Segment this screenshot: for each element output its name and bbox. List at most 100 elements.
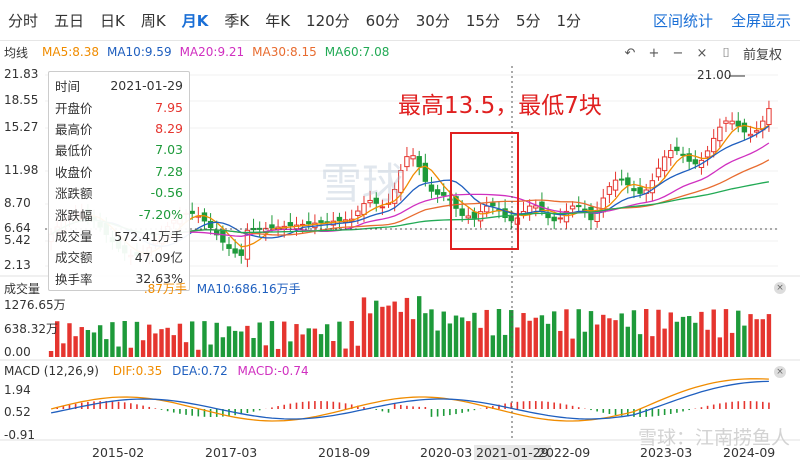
tab-9[interactable]: 30分	[415, 11, 450, 30]
candle-body	[220, 230, 226, 243]
volume-bar	[165, 327, 170, 357]
candle-body	[490, 202, 496, 207]
volume-bar	[594, 324, 600, 357]
macd-bar	[596, 409, 598, 412]
macd-bar	[657, 409, 660, 416]
volume-bar	[196, 349, 201, 357]
macd-bar	[314, 401, 316, 409]
macd-title: MACD (12,26,9)	[4, 364, 99, 378]
undo-icon[interactable]: ↶	[624, 46, 636, 61]
zoom-in-icon[interactable]: +	[648, 46, 660, 61]
tab-4[interactable]: 月K	[181, 11, 209, 30]
macd-bar	[203, 409, 206, 417]
macd-bar	[148, 406, 151, 409]
tab-1[interactable]: 五日	[54, 11, 85, 30]
volume-bar	[226, 326, 232, 357]
settings-icon[interactable]: ⌷	[722, 46, 730, 61]
macd-value: MACD:-0.74	[237, 364, 309, 378]
period-tabs: 分时 五日 日K 周K 月K 季K 年K 120分 60分 30分 15分 5分 1分 区间统计 全屏显示	[0, 0, 800, 41]
candle-body	[637, 187, 643, 194]
tab-11[interactable]: 5分	[515, 11, 541, 30]
macd-bar	[179, 409, 181, 414]
fuquan-select[interactable]: 前复权	[742, 48, 782, 63]
price-tick-0: 21.83	[4, 67, 39, 81]
tooltip-key: 换手率	[55, 271, 93, 287]
dea-line	[50, 380, 769, 420]
macd-bar	[301, 401, 304, 409]
tooltip-value: 7.95	[155, 99, 183, 115]
macd-bar	[663, 409, 666, 416]
volume-bar	[355, 345, 361, 357]
macd-bar	[485, 407, 488, 409]
macd-bar	[473, 409, 476, 411]
tab-7[interactable]: 120分	[306, 11, 350, 30]
tooltip-key: 时间	[55, 79, 81, 95]
macd-bar	[731, 401, 733, 409]
macd-bar	[424, 406, 427, 409]
macd-bar	[130, 403, 132, 409]
ma-item-3: MA30:8.15	[252, 45, 317, 59]
tooltip-row: 最低价 7.03	[55, 139, 183, 160]
volume-bar	[619, 313, 624, 357]
fullscreen-button[interactable]: 全屏显示	[730, 11, 791, 30]
macd-bar	[344, 403, 347, 409]
candle-body	[318, 220, 324, 223]
volume-bar	[637, 334, 643, 357]
tab-12[interactable]: 1分	[556, 11, 582, 30]
volume-bar	[723, 309, 729, 357]
macd-bar	[725, 402, 727, 409]
volume-bar	[711, 309, 716, 357]
macd-bar	[295, 402, 298, 409]
price-tick-7: 2.13	[4, 258, 31, 272]
volume-bar	[300, 334, 305, 357]
macd-bar	[222, 409, 224, 417]
volume-bar	[564, 309, 569, 357]
tab-2[interactable]: 日K	[100, 11, 125, 30]
tab-6[interactable]: 年K	[265, 11, 291, 30]
highlight-box	[450, 132, 519, 250]
tab-0[interactable]: 分时	[8, 11, 39, 30]
candle-body	[189, 210, 195, 214]
volume-bar	[97, 325, 103, 357]
close-icon[interactable]: ×	[696, 46, 708, 61]
range-stats-button[interactable]: 区间统计	[652, 11, 713, 30]
macd-bar	[99, 401, 101, 409]
candle-body	[704, 150, 711, 158]
zoom-out-icon[interactable]: −	[672, 46, 684, 61]
volume-bar	[680, 316, 686, 357]
ma-legend: 均线 MA5:8.38 MA10:9.59 MA20:9.21 MA30:8.15 MA6…	[0, 43, 397, 61]
volume-axis-zero: 0.00	[4, 345, 31, 359]
tab-3[interactable]: 周K	[140, 11, 166, 30]
tooltip-key: 最高价	[55, 121, 93, 137]
tab-8[interactable]: 60分	[365, 11, 400, 30]
candle-body	[569, 205, 576, 210]
price-tick-6: 5.42	[4, 233, 31, 247]
tab-10[interactable]: 15分	[465, 11, 500, 30]
macd-bar	[381, 409, 384, 412]
volume-close-icon[interactable]: ×	[774, 282, 786, 294]
macd-bar	[363, 407, 365, 409]
macd-dif: DIF:0.35	[112, 364, 163, 378]
volume-bar	[582, 331, 588, 357]
tab-5[interactable]: 季K	[224, 11, 250, 30]
volume-bar	[208, 344, 213, 357]
macd-bar	[688, 409, 690, 411]
macd-bar	[553, 402, 555, 409]
macd-bar	[74, 403, 77, 409]
volume-bar	[110, 322, 115, 357]
tooltip-row: 涨跌额 -0.56	[55, 182, 183, 203]
candle-body	[336, 216, 343, 221]
volume-bar	[490, 335, 496, 357]
price-tick-1: 18.55	[4, 93, 39, 107]
macd-bar	[547, 401, 549, 409]
candle-body	[306, 221, 312, 225]
macd-close-icon[interactable]: ×	[774, 366, 786, 378]
volume-bar	[533, 317, 538, 357]
candle-body	[398, 169, 404, 193]
volume-bar	[392, 301, 397, 357]
ma-item-2: MA20:9.21	[179, 45, 245, 59]
volume-bar	[766, 314, 772, 357]
volume-bar	[502, 334, 508, 357]
macd-bar	[700, 407, 703, 409]
macd-bar	[768, 402, 770, 409]
